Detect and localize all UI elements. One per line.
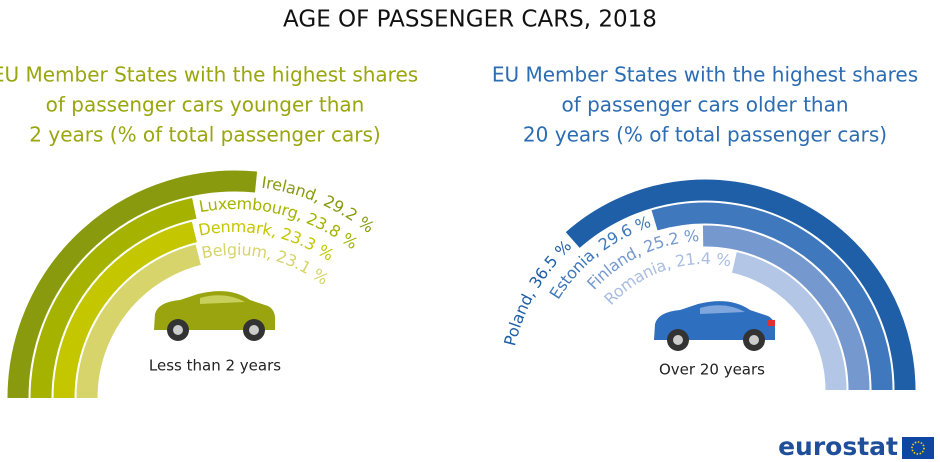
radial-bar bbox=[7, 170, 258, 399]
subtitle: of passenger cars younger than bbox=[46, 93, 365, 117]
car-icon bbox=[154, 291, 276, 341]
annotation: Less than 2 years bbox=[149, 357, 281, 375]
subtitle: EU Member States with the highest shares bbox=[492, 63, 918, 87]
radial-bar bbox=[565, 179, 916, 391]
eu-flag bbox=[902, 437, 934, 459]
subtitle: of passenger cars older than bbox=[561, 93, 848, 117]
radial-bar bbox=[731, 252, 847, 391]
subtitle: EU Member States with the highest shares bbox=[0, 63, 418, 87]
subtitle: 2 years (% of total passenger cars) bbox=[29, 123, 380, 147]
category-label: Poland, bbox=[500, 286, 539, 348]
category-label: Belgium, bbox=[200, 239, 275, 263]
annotation: Over 20 years bbox=[659, 361, 765, 379]
radial-bar bbox=[76, 244, 201, 399]
radial-bar bbox=[702, 225, 870, 391]
subtitle: 20 years (% of total passenger cars) bbox=[523, 123, 887, 147]
category-label: Denmark, bbox=[197, 216, 279, 240]
logo: eurostat bbox=[778, 432, 898, 461]
title: AGE OF PASSENGER CARS, 2018 bbox=[283, 7, 657, 33]
value-label: 21.4 % bbox=[674, 248, 733, 270]
radial-bar bbox=[53, 221, 197, 399]
radial-bar bbox=[30, 198, 197, 399]
radial-bar bbox=[651, 202, 893, 391]
car-icon bbox=[654, 301, 776, 351]
